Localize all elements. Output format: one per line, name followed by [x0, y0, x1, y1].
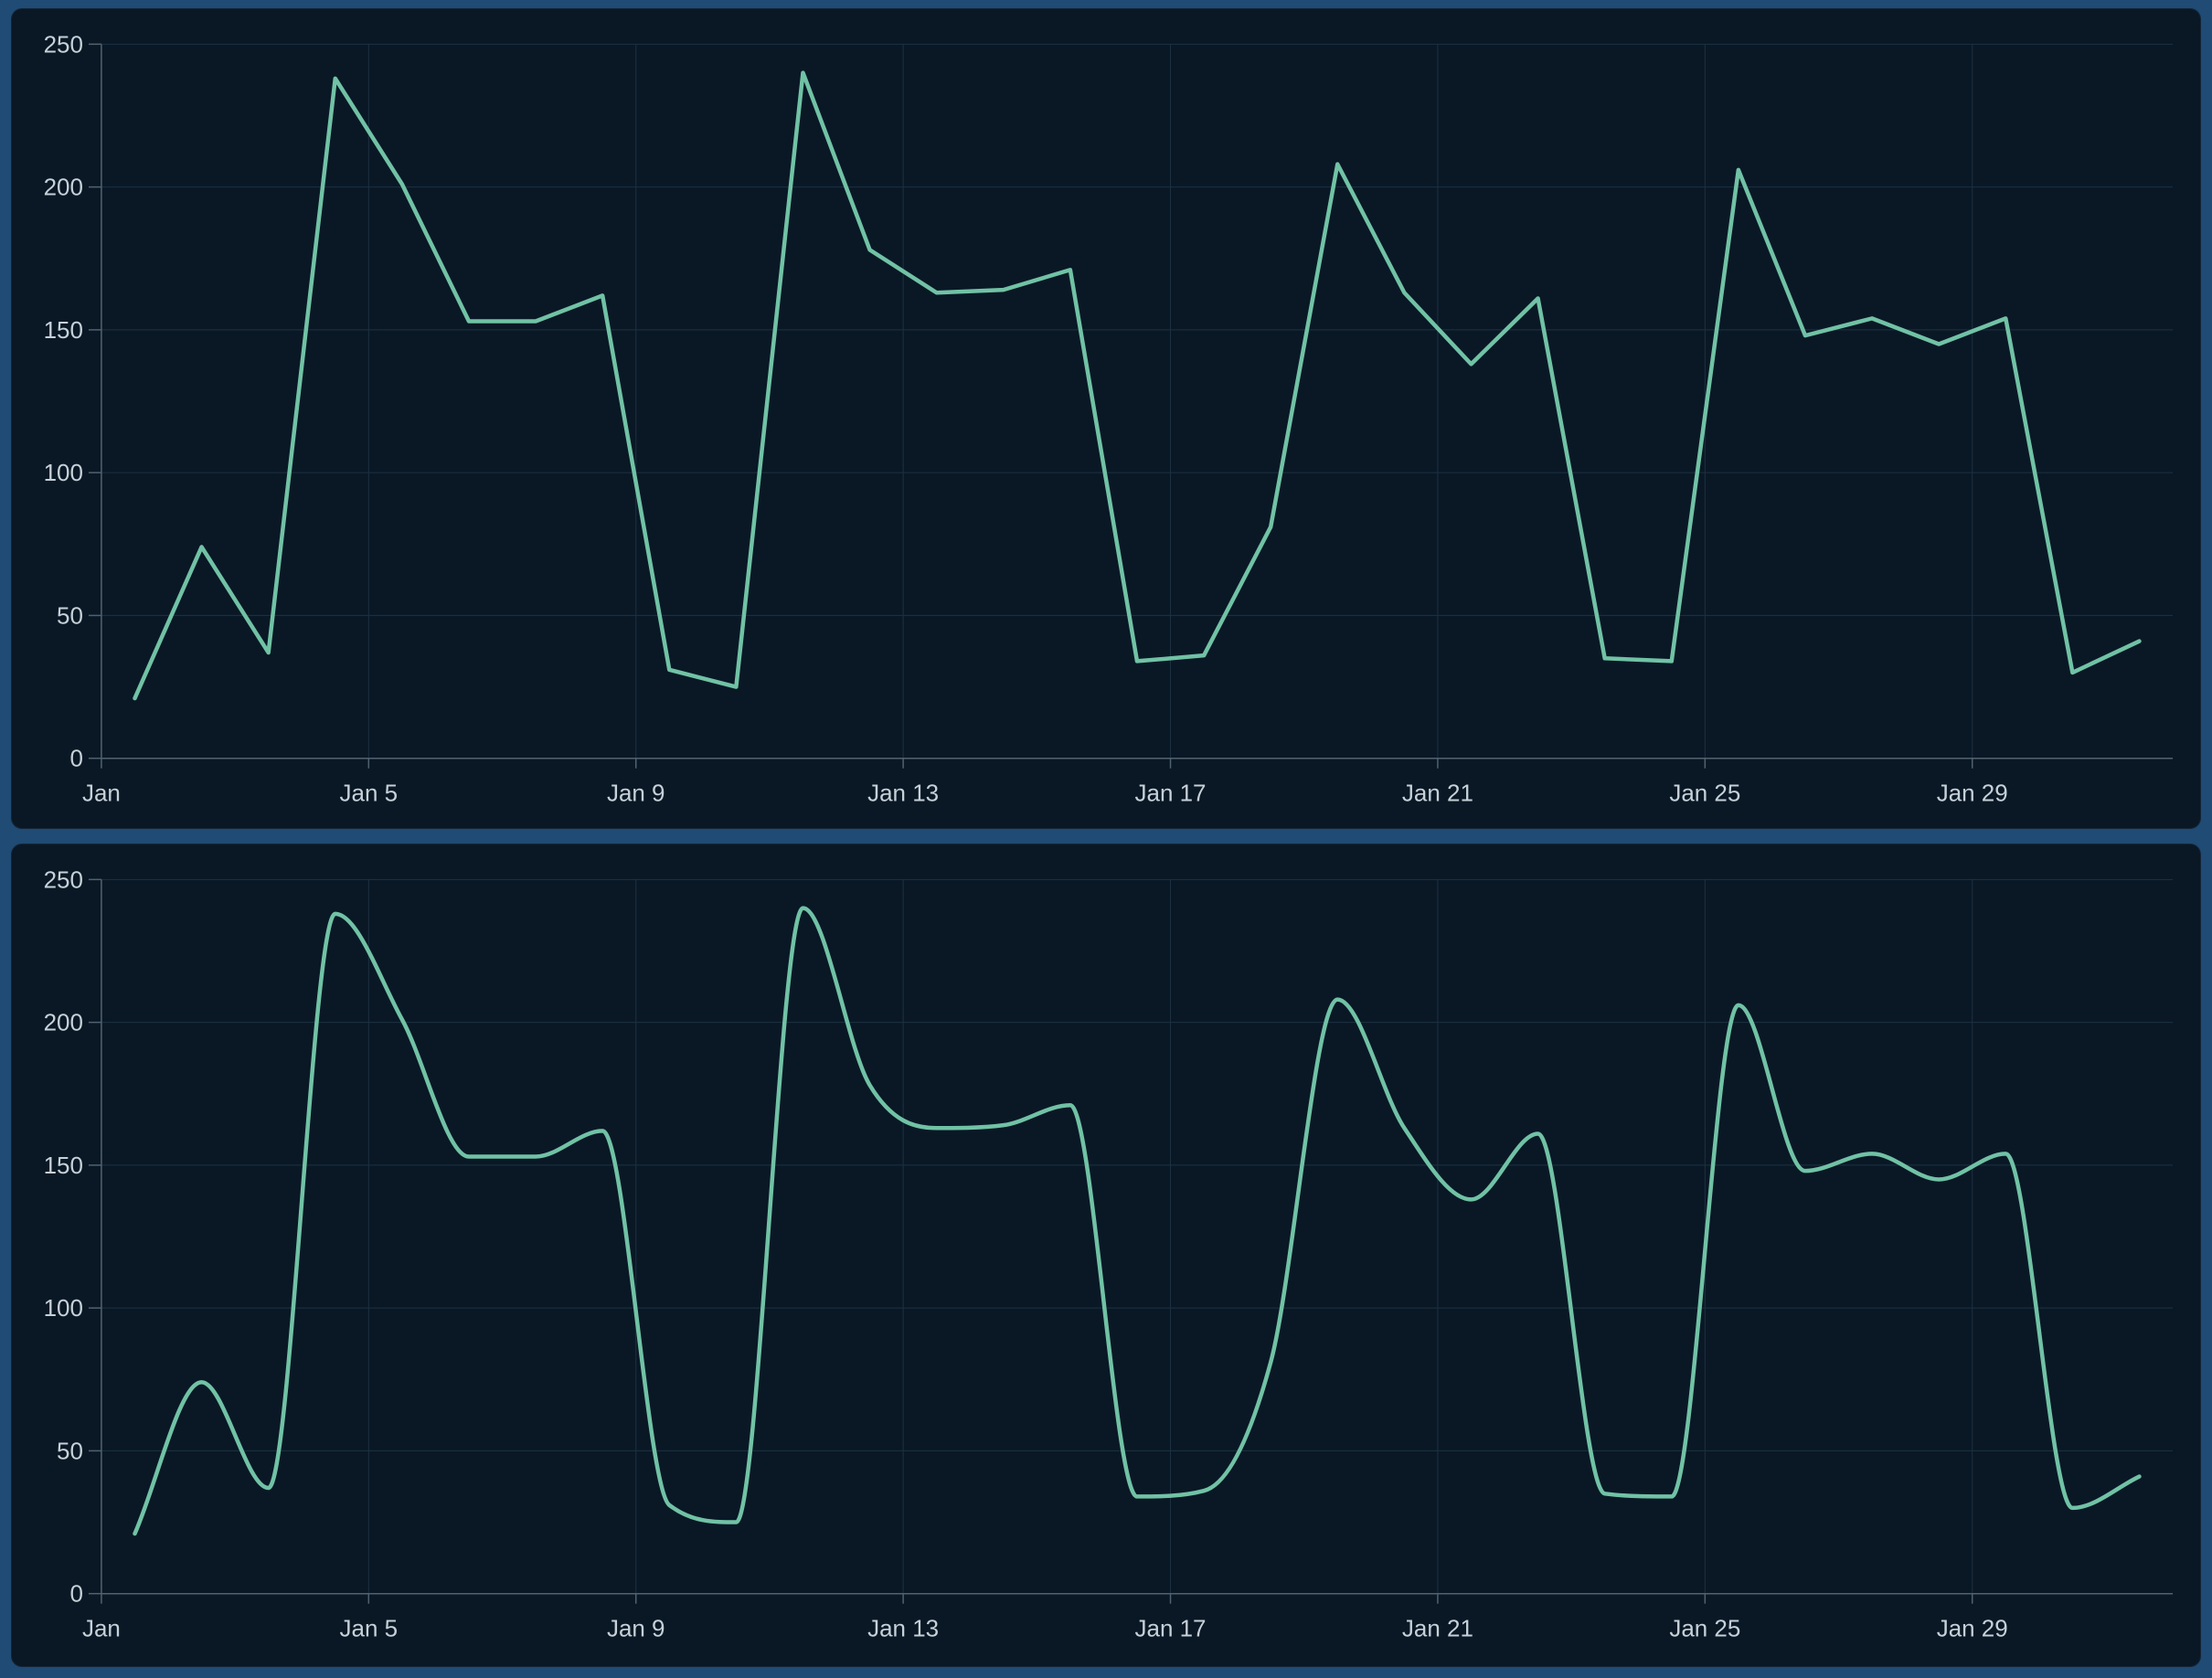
x-tick-label: Jan 17 — [1135, 1615, 1207, 1642]
smooth-line-chart-panel-bottom[interactable]: 0 50 100 150 200 250 Jan Jan 5 Jan 9 Jan 13 Jan 17… — [11, 844, 2201, 1667]
y-tick-label: 150 — [44, 1152, 83, 1179]
axes — [88, 878, 2174, 1604]
x-tick-label: Jan 5 — [340, 780, 399, 807]
x-tick-label: Jan 21 — [1402, 1615, 1473, 1642]
y-tick-label: 0 — [69, 745, 82, 772]
y-tick-label: 100 — [44, 459, 83, 486]
y-tick-label: 250 — [44, 30, 83, 58]
line-chart[interactable]: 0 50 100 150 200 250 Jan Jan 5 Jan 9 Jan 13 Jan 17… — [12, 9, 2200, 828]
x-tick-label: Jan 25 — [1669, 1615, 1740, 1642]
y-tick-label: 100 — [44, 1294, 83, 1322]
x-tick-label: Jan 25 — [1669, 780, 1740, 807]
y-tick-label: 200 — [44, 174, 83, 201]
axis-labels: 0 50 100 150 200 250 Jan Jan 5 Jan 9 Jan 13 Jan 17… — [44, 866, 2008, 1641]
x-tick-label: Jan 5 — [340, 1615, 399, 1642]
x-tick-label: Jan 17 — [1135, 780, 1207, 807]
x-tick-label: Jan 9 — [607, 1615, 665, 1642]
x-tick-label: Jan — [82, 1615, 121, 1642]
line-chart-panel-top[interactable]: 0 50 100 150 200 250 Jan Jan 5 Jan 9 Jan 13 Jan 17… — [11, 8, 2201, 829]
x-tick-label: Jan 29 — [1937, 1615, 2008, 1642]
x-tick-label: Jan 9 — [607, 780, 665, 807]
y-tick-label: 50 — [57, 601, 83, 629]
gridlines — [101, 43, 2174, 759]
axis-labels: 0 50 100 150 200 250 Jan Jan 5 Jan 9 Jan 13 Jan 17… — [44, 30, 2008, 806]
x-tick-label: Jan 13 — [867, 1615, 939, 1642]
smooth-line-chart[interactable]: 0 50 100 150 200 250 Jan Jan 5 Jan 9 Jan 13 Jan 17… — [12, 844, 2200, 1666]
y-tick-label: 250 — [44, 866, 83, 893]
y-tick-label: 0 — [69, 1580, 82, 1608]
series-line-smooth — [133, 906, 2142, 1536]
gridlines — [101, 878, 2174, 1594]
y-tick-label: 200 — [44, 1009, 83, 1036]
x-tick-label: Jan 21 — [1402, 780, 1473, 807]
y-tick-label: 50 — [57, 1437, 83, 1464]
y-tick-label: 150 — [44, 316, 83, 344]
x-tick-label: Jan 13 — [867, 780, 939, 807]
x-tick-label: Jan 29 — [1937, 780, 2008, 807]
series-line — [133, 70, 2142, 701]
axes — [88, 43, 2174, 769]
x-tick-label: Jan — [82, 780, 121, 807]
